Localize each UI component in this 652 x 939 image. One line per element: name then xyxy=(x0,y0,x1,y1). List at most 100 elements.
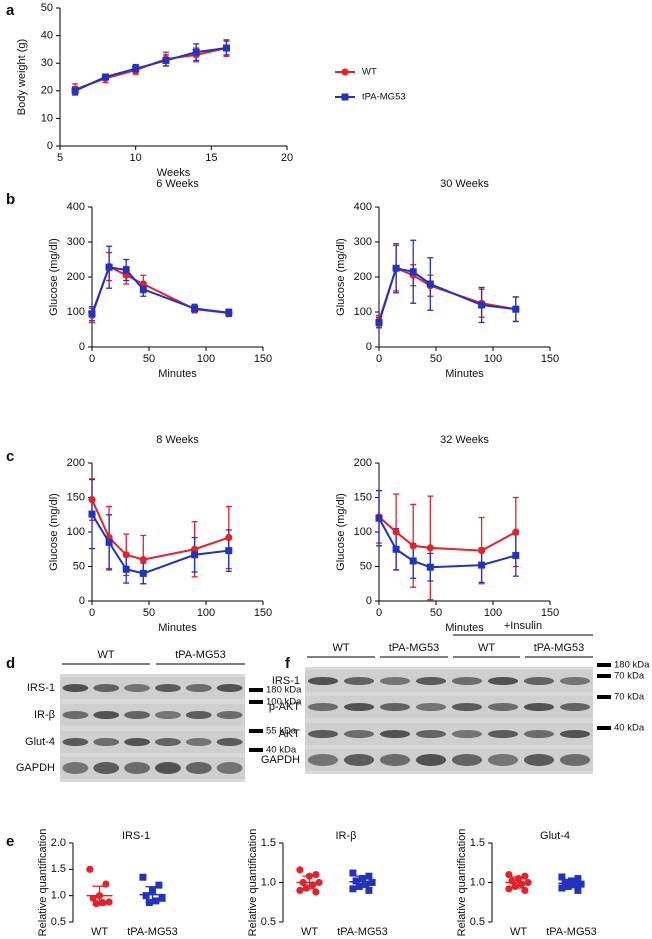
size-label: 40 kDa xyxy=(266,745,297,756)
blot-band xyxy=(216,684,243,692)
x-tick-label: 150 xyxy=(541,353,559,365)
blot-band xyxy=(451,754,483,766)
data-point xyxy=(558,884,566,892)
data-point xyxy=(375,514,383,522)
data-point xyxy=(132,65,140,73)
blot-band xyxy=(154,711,181,719)
data-point xyxy=(426,544,434,552)
y-tick-label: 400 xyxy=(354,201,372,213)
y-tick-label: 0 xyxy=(79,341,85,353)
size-label: 70 kDa xyxy=(614,692,645,703)
data-point xyxy=(139,556,147,564)
blot-band xyxy=(124,684,151,692)
blot-band xyxy=(343,677,375,685)
y-axis-label: Relative quantification xyxy=(456,829,468,937)
y-tick-label: 20 xyxy=(41,85,53,97)
x-axis-label: Weeks xyxy=(157,167,191,179)
data-point xyxy=(191,551,199,559)
y-tick-label: 0 xyxy=(366,341,372,353)
blot-band xyxy=(307,677,339,685)
blot-band xyxy=(216,711,243,719)
data-point xyxy=(478,561,486,569)
y-tick-label: 100 xyxy=(67,306,85,318)
data-point xyxy=(88,310,96,318)
blot-band xyxy=(124,711,151,719)
blot-band xyxy=(154,738,181,746)
y-axis-label: Relative quantification xyxy=(37,829,49,937)
x-tick-label: 100 xyxy=(484,353,502,365)
series-line xyxy=(74,47,227,91)
data-point xyxy=(392,264,400,272)
blot-band xyxy=(559,730,591,738)
y-tick-label: 150 xyxy=(354,491,372,503)
data-point xyxy=(521,872,529,880)
blot-band xyxy=(93,762,120,774)
data-point xyxy=(505,885,513,893)
data-point xyxy=(312,888,320,896)
data-point xyxy=(122,266,130,274)
x-axis-label: Minutes xyxy=(158,622,197,634)
y-tick-label: 0.5 xyxy=(51,916,66,928)
blot-band xyxy=(523,703,555,711)
y-tick-label: 10 xyxy=(41,112,53,124)
blot-strip xyxy=(305,696,593,718)
data-point xyxy=(89,894,97,902)
blot-row-label: p-AKT xyxy=(269,701,300,713)
chart-title: 30 Weeks xyxy=(440,178,489,190)
data-point xyxy=(139,569,147,577)
size-marker xyxy=(597,674,611,678)
x-tick-label: 15 xyxy=(205,152,217,164)
x-tick-label: tPA-MG53 xyxy=(127,926,178,938)
x-tick-label: 50 xyxy=(143,353,155,365)
data-point xyxy=(296,886,304,895)
blot-strip xyxy=(305,749,593,771)
blot-band xyxy=(379,703,411,711)
x-axis-label: Minutes xyxy=(445,368,484,380)
x-tick-label: 50 xyxy=(430,353,442,365)
blot-band xyxy=(154,684,181,692)
size-marker xyxy=(597,663,611,667)
data-point xyxy=(362,880,370,888)
x-tick-label: tPA-MG53 xyxy=(546,926,597,938)
data-point xyxy=(409,557,417,565)
y-tick-label: 0 xyxy=(47,140,53,152)
blot-band xyxy=(216,738,243,746)
y-tick-label: 200 xyxy=(354,271,372,283)
data-point xyxy=(122,565,130,573)
series-line xyxy=(378,516,517,552)
data-point xyxy=(225,309,233,317)
data-point xyxy=(192,48,200,56)
blot-band xyxy=(307,754,339,766)
size-label: 55 kDa xyxy=(266,726,297,737)
size-marker xyxy=(249,688,263,692)
x-tick-label: 0 xyxy=(89,353,95,365)
panel-letter: f xyxy=(285,655,291,672)
data-point xyxy=(564,882,572,890)
y-axis-label: Glucose (mg/dl) xyxy=(48,238,60,316)
x-tick-label: WT xyxy=(91,926,108,938)
data-point xyxy=(478,301,486,309)
data-point xyxy=(561,879,569,886)
series-line xyxy=(91,265,229,316)
data-point xyxy=(142,892,150,900)
x-tick-label: 0 xyxy=(376,353,382,365)
data-point xyxy=(99,898,107,907)
data-point xyxy=(302,884,310,892)
x-tick-label: 150 xyxy=(254,607,272,619)
y-tick-label: 0.5 xyxy=(261,916,276,928)
x-tick-label: WT xyxy=(301,926,318,938)
y-axis-label: Glucose (mg/dl) xyxy=(335,238,347,316)
x-tick-label: 50 xyxy=(143,607,155,619)
treatment-label: +Insulin xyxy=(504,620,542,632)
y-tick-label: 200 xyxy=(67,457,85,469)
panel-letter: a xyxy=(6,2,15,19)
blot-band xyxy=(451,730,483,738)
y-axis-label: Glucose (mg/dl) xyxy=(335,493,347,571)
x-tick-label: 0 xyxy=(89,607,95,619)
y-tick-label: 0 xyxy=(79,595,85,607)
data-point xyxy=(368,879,376,886)
blot-band xyxy=(415,677,447,685)
y-tick-label: 100 xyxy=(67,526,85,538)
series-line xyxy=(91,266,229,315)
blot-band xyxy=(93,684,120,692)
